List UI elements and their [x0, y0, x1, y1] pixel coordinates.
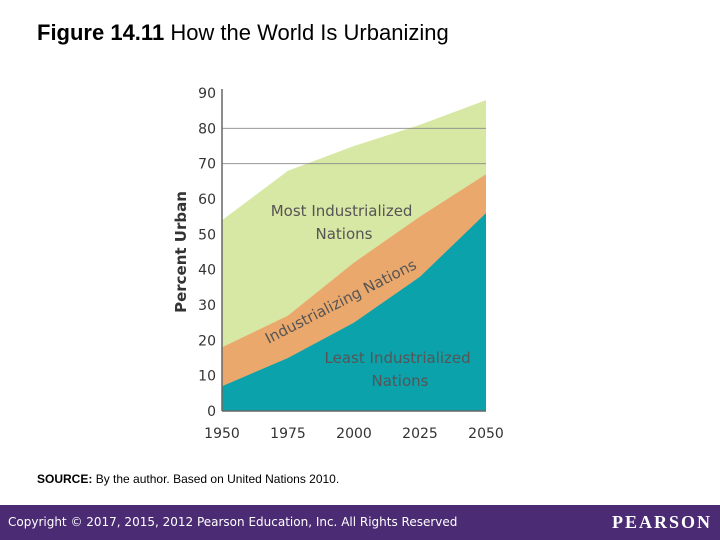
- y-tick-60: 60: [198, 192, 216, 208]
- y-tick-30: 30: [198, 298, 216, 314]
- footer-bar: Copyright © 2017, 2015, 2012 Pearson Edu…: [0, 505, 720, 540]
- x-tick-labels: 1950 1975 2000 2025 2050: [204, 426, 504, 442]
- source-text: By the author. Based on United Nations 2…: [95, 472, 340, 486]
- source-note: SOURCE: By the author. Based on United N…: [37, 472, 339, 486]
- y-tick-90: 90: [198, 86, 216, 102]
- pearson-logo: PEARSON: [611, 512, 712, 532]
- y-tick-10: 10: [198, 369, 216, 385]
- chart-gridlines: [222, 127, 486, 165]
- y-tick-40: 40: [198, 263, 216, 279]
- label-least-industrialized: Least Industrialized Nations: [325, 349, 476, 390]
- label-most-line-1: Most Industrialized: [271, 202, 413, 220]
- label-most-industrialized: Most Industrialized Nations: [271, 202, 418, 243]
- x-tick-1950: 1950: [204, 426, 240, 442]
- label-most-line-2: Nations: [316, 225, 373, 243]
- slide-title: Figure 14.11 How the World Is Urbanizing: [37, 20, 449, 46]
- y-axis-label: Percent Urban: [172, 191, 190, 313]
- copyright-text: Copyright © 2017, 2015, 2012 Pearson Edu…: [8, 515, 458, 529]
- chart-areas: [222, 100, 486, 412]
- y-tick-0: 0: [207, 404, 216, 420]
- source-label: SOURCE:: [37, 472, 93, 486]
- figure-title: How the World Is Urbanizing: [170, 20, 449, 45]
- x-tick-1975: 1975: [270, 426, 306, 442]
- urbanization-chart: 0 10 20 30 40 50 60 70 80 90 1950 1975 2000 2025 2050…: [172, 86, 504, 442]
- y-tick-80: 80: [198, 121, 216, 137]
- x-tick-2025: 2025: [402, 426, 438, 442]
- figure-number: Figure 14.11: [37, 20, 165, 45]
- x-tick-2050: 2050: [468, 426, 504, 442]
- label-least-line-1: Least Industrialized: [325, 349, 471, 367]
- area-least-industrialized-nations: [222, 213, 486, 411]
- y-tick-50: 50: [198, 227, 216, 243]
- x-tick-2000: 2000: [336, 426, 372, 442]
- y-tick-70: 70: [198, 157, 216, 173]
- y-tick-20: 20: [198, 333, 216, 349]
- chart-axes: [221, 89, 486, 412]
- label-least-line-2: Nations: [372, 372, 429, 390]
- y-tick-labels: 0 10 20 30 40 50 60 70 80 90: [198, 86, 216, 420]
